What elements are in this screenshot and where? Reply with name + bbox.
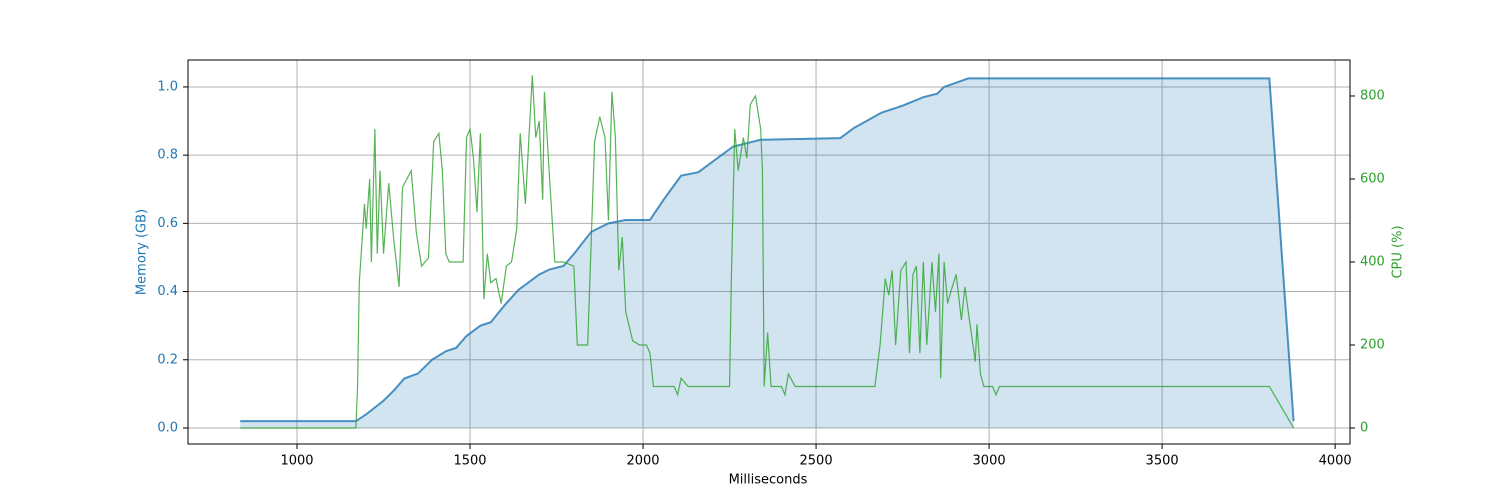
y2-tick-label: 800 [1360, 88, 1385, 103]
y2-tick-label: 0 [1360, 420, 1368, 435]
x-axis-label: Milliseconds [729, 473, 808, 488]
plot-frame [187, 59, 1351, 445]
x-tick-label: 3000 [973, 454, 1006, 469]
x-tick-label: 2500 [800, 454, 833, 469]
cpu-line [240, 75, 1295, 429]
memory-area [240, 78, 1294, 428]
memory-line [240, 77, 1295, 423]
y-tick-label: 1.0 [157, 79, 178, 94]
x-tick-label: 2000 [626, 454, 659, 469]
x-tick-label: 4000 [1319, 454, 1352, 469]
x-tick-label: 1500 [453, 454, 486, 469]
y-axis-label: Memory (GB) [135, 209, 150, 295]
y2-axis-label: CPU (%) [1391, 225, 1406, 278]
y2-tick-label: 400 [1360, 254, 1385, 269]
y-tick-label: 0.8 [157, 148, 178, 163]
y2-tick-label: 600 [1360, 171, 1385, 186]
x-tick-label: 1000 [280, 454, 313, 469]
y-tick-label: 0.0 [157, 420, 178, 435]
x-tick-label: 3500 [1146, 454, 1179, 469]
y-tick-label: 0.6 [157, 216, 178, 231]
y-tick-label: 0.2 [157, 352, 178, 367]
y2-tick-label: 200 [1360, 337, 1385, 352]
y-tick-label: 0.4 [157, 284, 178, 299]
